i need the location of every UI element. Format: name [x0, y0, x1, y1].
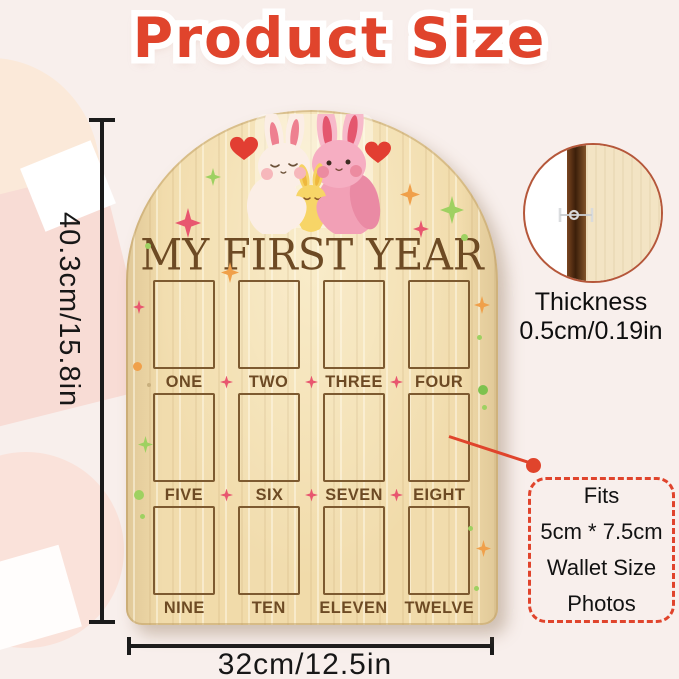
label-cell: TWO	[238, 372, 300, 392]
frames-row	[153, 393, 470, 482]
label-gap	[385, 488, 408, 502]
frame-label: TWO	[249, 372, 289, 391]
photo-frame	[153, 393, 215, 482]
dot-decoration-icon	[474, 586, 479, 591]
frame-label: FIVE	[164, 485, 204, 504]
photo-frame	[408, 280, 470, 369]
photo-frame	[323, 280, 385, 369]
label-cell: TEN	[238, 598, 300, 618]
dot-decoration-icon	[461, 234, 468, 241]
wood-face	[586, 145, 661, 281]
photo-row: ONE TWO THREE FOUR	[153, 280, 470, 393]
diamond-separator-icon	[220, 375, 233, 389]
heart-icon	[230, 136, 258, 160]
label-cell: SEVEN	[323, 485, 385, 505]
height-dimension-line	[100, 119, 104, 624]
height-dimension-cap-top	[89, 118, 115, 122]
frame-label: TEN	[251, 598, 287, 617]
label-cell: THREE	[323, 372, 385, 392]
label-gap	[300, 488, 323, 502]
width-dimension-cap-left	[127, 637, 131, 655]
width-dimension-line	[127, 644, 494, 648]
width-dimension-label: 32cm/12.5in	[217, 648, 393, 679]
dot-decoration-icon	[482, 405, 487, 410]
board-heading: MY FIRST YEAR	[140, 230, 484, 280]
frame-label: ONE	[165, 372, 203, 391]
height-dimension-label: 40.3cm/15.8in	[53, 212, 85, 408]
label-cell: SIX	[238, 485, 300, 505]
callout-text-line: Wallet Size	[546, 555, 657, 580]
page-title: Product Size Product Size	[0, 0, 679, 86]
page-title-text: Product Size	[132, 6, 547, 70]
thickness-value: 0.5cm/0.19in	[519, 317, 663, 345]
frame-label: NINE	[163, 598, 205, 617]
label-gap	[385, 375, 408, 389]
frame-label: THREE	[325, 372, 383, 391]
diamond-separator-icon	[390, 488, 403, 502]
dot-decoration-icon	[477, 335, 482, 340]
labels-row: NINE TEN ELEVEN TWELVE	[153, 597, 474, 619]
thickness-title: Thickness	[534, 288, 648, 316]
callout-text-line: 5cm * 7.5cm	[540, 519, 663, 544]
frames-row	[153, 506, 470, 595]
photo-row: FIVE SIX SEVEN EIGHT	[153, 393, 470, 506]
wallet-size-callout: Fits 5cm * 7.5cm Wallet Size Photos	[528, 477, 675, 623]
photo-frame	[153, 280, 215, 369]
thickness-annotation: Thickness 0.5cm/0.19in	[503, 288, 679, 346]
heart-icon	[365, 141, 391, 163]
dot-decoration-icon	[140, 514, 145, 519]
photo-frame	[408, 393, 470, 482]
label-cell: FOUR	[408, 372, 470, 392]
height-dimension-cap-bottom	[89, 620, 115, 624]
label-gap	[300, 375, 323, 389]
dot-decoration-icon	[147, 383, 151, 387]
dot-decoration-icon	[134, 490, 144, 500]
callout-text-line: Photos	[567, 591, 636, 616]
callout-text-line: Fits	[583, 483, 620, 508]
wooden-photo-board: MY FIRST YEAR ONE TWO THREE FOUR FIVE SIX SEVE…	[126, 110, 498, 625]
bunny-family-illustration	[230, 114, 391, 234]
photo-frame	[153, 506, 215, 595]
label-gap	[215, 488, 238, 502]
label-gap	[215, 375, 238, 389]
photo-frame	[323, 393, 385, 482]
photo-frame	[238, 393, 300, 482]
frame-label: SEVEN	[325, 485, 383, 504]
frame-label: FOUR	[414, 372, 464, 391]
page-title-outline: Product Size	[126, 0, 551, 77]
caliper-icon	[558, 208, 594, 222]
width-dimension-cap-right	[490, 637, 494, 655]
frames-row	[153, 280, 470, 369]
dot-decoration-icon	[145, 243, 151, 249]
label-cell: TWELVE	[404, 598, 473, 618]
dot-decoration-icon	[133, 362, 142, 371]
frame-label: ELEVEN	[319, 598, 389, 617]
label-cell: FIVE	[153, 485, 215, 505]
diamond-separator-icon	[305, 375, 318, 389]
labels-row: ONE TWO THREE FOUR	[153, 371, 470, 393]
photo-frame	[238, 506, 300, 595]
frame-label: TWELVE	[404, 598, 474, 617]
label-cell: ELEVEN	[319, 598, 389, 618]
labels-row: FIVE SIX SEVEN EIGHT	[153, 484, 470, 506]
photo-frame	[238, 280, 300, 369]
diamond-separator-icon	[220, 488, 233, 502]
label-cell: ONE	[153, 372, 215, 392]
photo-frame	[323, 506, 385, 595]
diamond-separator-icon	[305, 488, 318, 502]
photo-frame	[408, 506, 470, 595]
frame-label: EIGHT	[412, 485, 466, 504]
dot-decoration-icon	[468, 526, 473, 531]
dot-decoration-icon	[478, 385, 488, 395]
thickness-detail-circle	[523, 143, 663, 283]
photo-frame-grid: ONE TWO THREE FOUR FIVE SIX SEVEN EIGHT NINE TEN E…	[153, 280, 474, 619]
diamond-separator-icon	[390, 375, 403, 389]
label-cell: NINE	[153, 598, 215, 618]
label-cell: EIGHT	[408, 485, 470, 505]
frame-label: SIX	[255, 485, 283, 504]
callout-leader-dot	[526, 458, 541, 473]
photo-row: NINE TEN ELEVEN TWELVE	[153, 506, 474, 619]
